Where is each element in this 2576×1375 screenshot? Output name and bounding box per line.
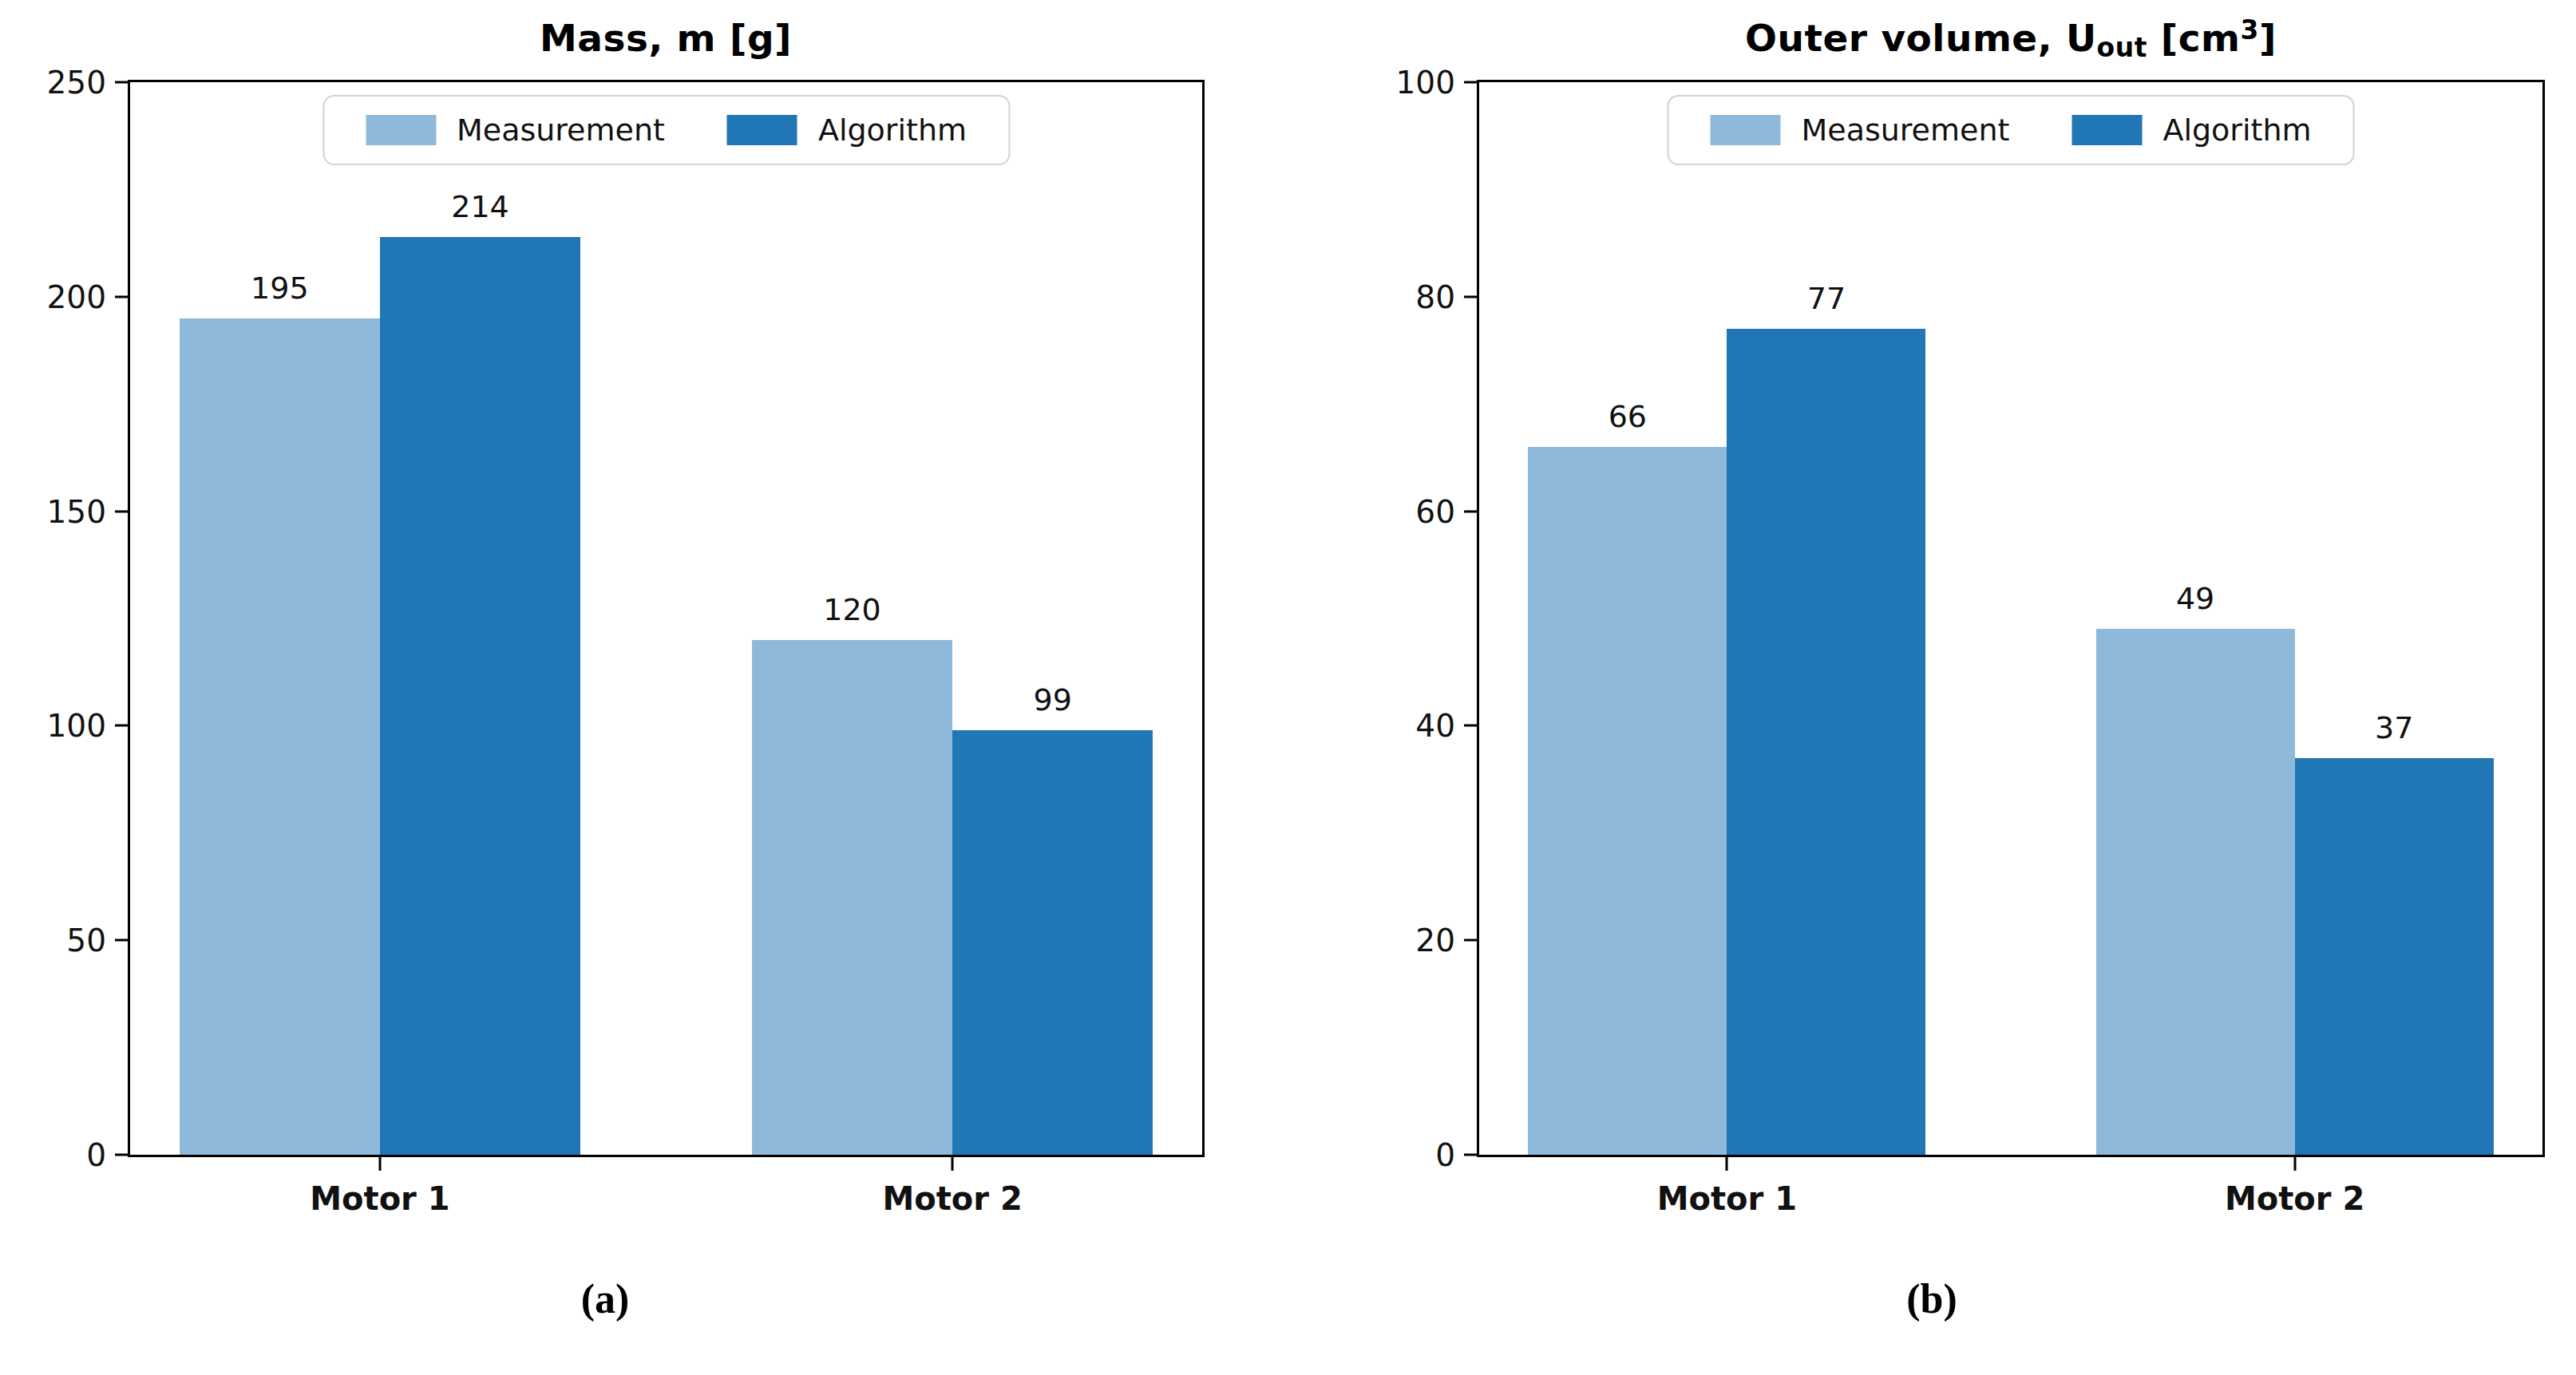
ytick-label: 80 (1415, 279, 1455, 314)
panel-b-title-prefix: Outer volume, U (1745, 16, 2097, 60)
ytick-label: 0 (86, 1137, 106, 1173)
xtick-label-motor-1: Motor 1 (310, 1180, 449, 1217)
bar-value-label: 37 (2375, 710, 2413, 745)
ytick-label: 40 (1415, 708, 1455, 744)
xtick-mark (1726, 1157, 1728, 1171)
subfigure-caption-a: (a) (581, 1275, 630, 1322)
measurement-swatch-icon (366, 115, 436, 145)
ytick-label: 60 (1415, 493, 1455, 529)
legend-entry-measurement: Measurement (1711, 113, 2010, 148)
ytick-label: 250 (47, 65, 106, 101)
bar-value-label: 77 (1807, 281, 1846, 316)
ytick-label: 50 (66, 923, 106, 958)
algorithm-swatch-icon (727, 115, 797, 145)
legend-label-algorithm: Algorithm (818, 113, 967, 148)
ytick-mark (115, 81, 128, 84)
panel-a-title-prefix: Mass, m [g] (540, 16, 792, 60)
ytick-mark (1464, 1154, 1477, 1156)
bar-value-label: 99 (1033, 682, 1071, 717)
panel-b-plot-area: Measurement Algorithm 020406080100Motor … (1477, 80, 2545, 1157)
ytick-mark (115, 1154, 128, 1156)
bar-algorithm-motor-1 (380, 237, 580, 1155)
panel-b-title-suffix: ] (2259, 16, 2277, 60)
panel-a-legend: Measurement Algorithm (322, 95, 1010, 165)
ytick-mark (115, 510, 128, 512)
ytick-mark (115, 295, 128, 298)
bar-value-label: 66 (1609, 399, 1647, 434)
ytick-label: 100 (47, 708, 106, 744)
panel-b-title: Outer volume, Uout [cm3] (1745, 14, 2277, 63)
ytick-mark (115, 725, 128, 727)
xtick-label-motor-1: Motor 1 (1657, 1180, 1797, 1217)
bar-value-label: 120 (823, 592, 881, 627)
xtick-label-motor-2: Motor 2 (2225, 1180, 2364, 1217)
bar-value-label: 214 (451, 189, 509, 224)
bar-algorithm-motor-2 (2295, 758, 2494, 1155)
ytick-label: 100 (1396, 65, 1455, 101)
ytick-mark (1464, 939, 1477, 942)
legend-label-measurement: Measurement (1802, 113, 2010, 148)
xtick-label-motor-2: Motor 2 (882, 1180, 1022, 1217)
legend-entry-algorithm: Algorithm (2071, 113, 2311, 148)
bar-value-label: 49 (2176, 581, 2214, 616)
bar-measurement-motor-2 (2096, 629, 2295, 1155)
bar-value-label: 195 (251, 271, 309, 306)
bar-measurement-motor-2 (752, 640, 952, 1155)
legend-label-measurement: Measurement (457, 113, 665, 148)
figure: Mass, m [g] Outer volume, Uout [cm3] Mea… (0, 0, 2576, 1375)
panel-b-legend: Measurement Algorithm (1668, 95, 2355, 165)
ytick-mark (1464, 81, 1477, 84)
legend-entry-algorithm: Algorithm (727, 113, 967, 148)
ytick-label: 0 (1435, 1137, 1455, 1173)
panel-a-plot-area: Measurement Algorithm 050100150200250Mot… (128, 80, 1205, 1157)
panel-b-title-subscript: out (2097, 32, 2147, 63)
ytick-label: 20 (1415, 923, 1455, 958)
bar-algorithm-motor-2 (952, 730, 1153, 1155)
ytick-mark (1464, 725, 1477, 727)
ytick-mark (1464, 295, 1477, 298)
algorithm-swatch-icon (2071, 115, 2142, 145)
subfigure-caption-b: (b) (1906, 1275, 1957, 1322)
ytick-mark (115, 939, 128, 942)
panel-b-title-mid: [cm (2147, 16, 2241, 60)
xtick-mark (2293, 1157, 2296, 1171)
xtick-mark (952, 1157, 954, 1171)
panel-a-title: Mass, m [g] (540, 14, 792, 63)
ytick-label: 200 (47, 279, 106, 314)
xtick-mark (378, 1157, 381, 1171)
legend-entry-measurement: Measurement (366, 113, 665, 148)
bar-measurement-motor-1 (180, 318, 380, 1155)
measurement-swatch-icon (1711, 115, 1781, 145)
bar-algorithm-motor-1 (1727, 329, 1925, 1155)
panel-b-title-superscript: 3 (2241, 14, 2259, 45)
legend-label-algorithm: Algorithm (2162, 113, 2311, 148)
ytick-mark (1464, 510, 1477, 512)
bar-measurement-motor-1 (1528, 447, 1727, 1155)
ytick-label: 150 (47, 493, 106, 529)
